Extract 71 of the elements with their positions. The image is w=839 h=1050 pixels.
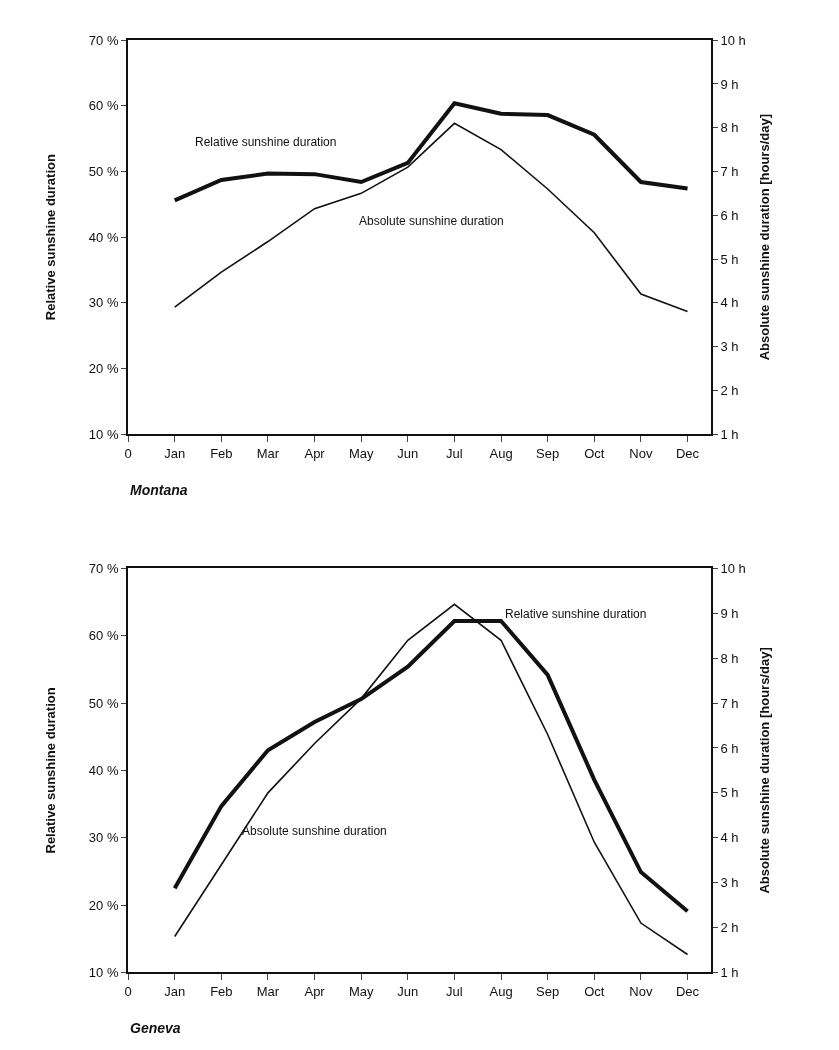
- x-tick-label: Nov: [629, 445, 653, 461]
- x-tick-label: Mar: [256, 445, 280, 461]
- y2-tick-label: 7 h: [720, 164, 739, 180]
- y2-tick-label: 4 h: [720, 830, 739, 846]
- y-tick-label: 50 %: [88, 164, 119, 180]
- x-tick-label: Jul: [446, 984, 463, 1000]
- y-axis-title: Relative sunshine duration: [43, 154, 59, 321]
- x-tick-label: 0: [124, 445, 132, 461]
- y2-tick-label: 1 h: [720, 426, 739, 442]
- y-tick-label: 10 %: [88, 964, 119, 980]
- y-tick-label: 10 %: [88, 426, 119, 442]
- x-tick-label: Jul: [446, 445, 463, 461]
- y2-tick-label: 9 h: [720, 76, 739, 92]
- y-tick-label: 30 %: [88, 830, 119, 846]
- x-tick-label: Sep: [536, 445, 560, 461]
- line-series: [173, 603, 689, 956]
- x-tick-label: Jun: [397, 984, 419, 1000]
- text: Geneva: [130, 1020, 181, 1036]
- x-tick-label: Dec: [675, 445, 700, 461]
- y-tick-label: 60 %: [88, 628, 119, 644]
- x-tick-label: Jun: [397, 445, 419, 461]
- y2-tick-label: 7 h: [720, 695, 739, 711]
- y2-tick-label: 2 h: [720, 920, 739, 936]
- y2-tick-label: 10 h: [720, 560, 746, 576]
- x-tick-label: Apr: [304, 984, 326, 1000]
- x-tick-label: Mar: [256, 984, 280, 1000]
- y2-tick-label: 6 h: [720, 207, 739, 223]
- series-label: Absolute sunshine duration: [242, 824, 387, 838]
- x-tick-label: Oct: [584, 984, 605, 1000]
- y2-axis-title: Absolute sunshine duration [hours/day]: [756, 647, 772, 894]
- x-tick-label: 0: [124, 984, 132, 1000]
- x-tick-label: Jan: [164, 984, 186, 1000]
- y-tick-label: 70 %: [88, 560, 119, 576]
- x-tick-label: May: [348, 984, 374, 1000]
- x-tick-label: Sep: [536, 984, 560, 1000]
- y2-tick-label: 1 h: [720, 964, 739, 980]
- y-tick-label: 30 %: [88, 295, 119, 311]
- x-tick-label: Nov: [629, 984, 653, 1000]
- x-tick-label: Apr: [304, 445, 326, 461]
- series-label: Absolute sunshine duration: [359, 214, 504, 228]
- y-tick-label: 40 %: [88, 762, 119, 778]
- x-tick-label: Aug: [489, 984, 513, 1000]
- text: Relative sunshine duration: [195, 135, 337, 149]
- y2-tick-label: 6 h: [720, 740, 739, 756]
- x-tick-label: Feb: [210, 984, 233, 1000]
- x-tick-label: Aug: [489, 445, 513, 461]
- y2-tick-label: 3 h: [720, 339, 739, 355]
- y2-tick-label: 9 h: [720, 605, 739, 621]
- x-tick-label: Feb: [210, 445, 233, 461]
- x-tick-label: May: [348, 445, 374, 461]
- y2-tick-label: 5 h: [720, 251, 739, 267]
- y2-tick-label: 8 h: [720, 650, 739, 666]
- y2-tick-label: 8 h: [720, 120, 739, 136]
- y2-tick-label: 2 h: [720, 382, 739, 398]
- x-tick-label: Oct: [584, 445, 605, 461]
- x-tick-label: Dec: [675, 984, 700, 1000]
- y-tick-label: 70 %: [88, 32, 119, 48]
- x-tick-label: Jan: [164, 445, 186, 461]
- text: Montana: [130, 482, 188, 498]
- y-tick-label: 60 %: [88, 98, 119, 114]
- y2-tick-label: 4 h: [720, 295, 739, 311]
- y-axis-title: Relative sunshine duration: [43, 687, 59, 854]
- y-tick-label: 20 %: [88, 897, 119, 913]
- y2-tick-label: 5 h: [720, 785, 739, 801]
- y2-tick-label: 10 h: [720, 32, 746, 48]
- series-label: Relative sunshine duration: [505, 607, 647, 621]
- y-tick-label: 50 %: [88, 695, 119, 711]
- y-tick-label: 40 %: [88, 229, 119, 245]
- y-tick-label: 20 %: [88, 361, 119, 376]
- y2-tick-label: 3 h: [720, 875, 739, 891]
- y2-axis-title: Absolute sunshine duration [hours/day]: [756, 114, 772, 361]
